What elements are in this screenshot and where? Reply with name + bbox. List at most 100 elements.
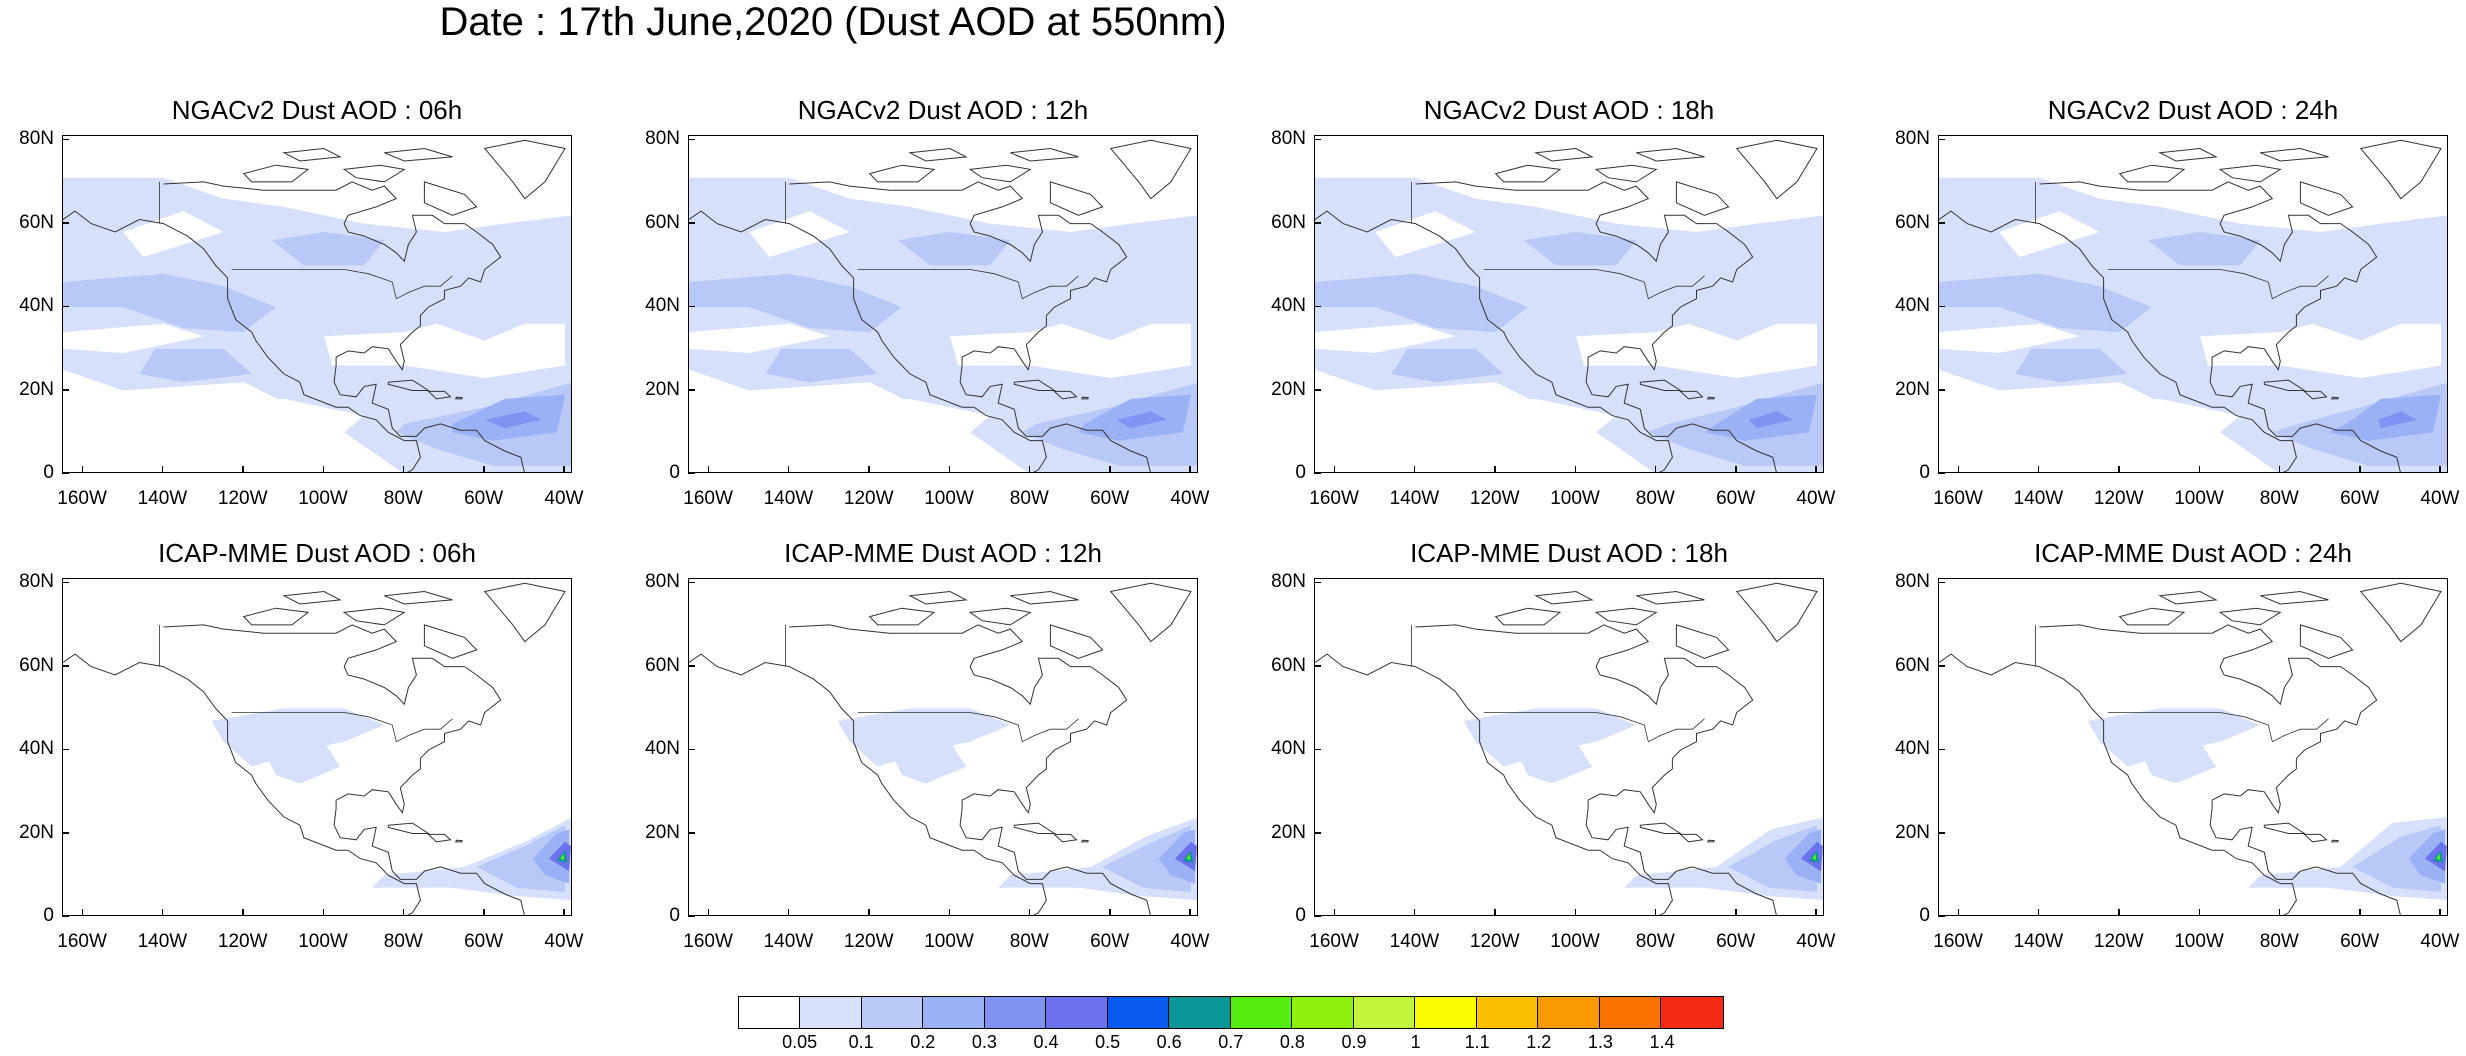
longitude-tick [787,909,790,916]
latitude-label: 80N [1895,128,1930,150]
latitude-label: 40N [645,738,680,760]
colorbar-swatch [1661,997,1723,1028]
longitude-tick [1735,466,1737,473]
longitude-tick [2359,466,2361,473]
latitude-label: 60N [1271,654,1306,676]
latitude-label: 80N [1271,128,1306,150]
map-panel [1314,135,1824,473]
longitude-label: 60W [2340,931,2380,952]
colorbar-label: 0.4 [1033,1032,1059,1052]
longitude-tick [787,466,790,473]
longitude-tick [161,909,164,916]
latitude-label: 0 [669,462,680,483]
latitude-tick [1314,748,1321,751]
coastlines [63,582,566,915]
longitude-label: 100W [298,931,348,952]
dust-aod-shading [1939,177,2447,472]
longitude-tick [1494,909,1496,916]
longitude-tick [2037,466,2040,473]
latitude-tick [1314,472,1321,474]
latitude-label: 20N [19,378,54,400]
longitude-tick [1494,466,1496,473]
longitude-label: 40W [1170,931,1210,952]
latitude-label: 20N [645,378,680,400]
longitude-label: 80W [2259,488,2299,509]
colorbar-label: 1.4 [1649,1032,1675,1052]
longitude-tick [1815,466,1817,473]
colorbar-swatch [1476,997,1539,1028]
longitude-label: 140W [1389,931,1440,952]
panel-title: NGACv2 Dust AOD : 18h [1423,95,1715,125]
latitude-tick [1938,472,1945,474]
latitude-label: 0 [1295,462,1306,483]
latitude-tick [1938,138,1945,141]
latitude-label: 80N [1271,571,1306,593]
longitude-label: 120W [1469,488,1520,509]
latitude-label: 80N [645,128,680,150]
longitude-label: 60W [464,931,504,952]
latitude-tick [1314,665,1321,667]
latitude-tick [688,665,695,667]
latitude-tick [62,915,69,917]
latitude-tick [1938,665,1945,667]
latitude-tick [1938,305,1945,308]
longitude-tick [1189,466,1191,473]
longitude-label: 40W [2420,488,2460,509]
coastlines [1315,139,1818,472]
longitude-tick [1654,909,1657,916]
colorbar-label: 1.2 [1526,1032,1552,1052]
map-panel [1938,578,2448,916]
latitude-label: 0 [1919,462,1930,483]
panel-title: ICAP-MME Dust AOD : 24h [2034,538,2352,568]
longitude-label: 40W [2420,931,2460,952]
map-panel [1314,578,1824,916]
latitude-tick [1938,915,1945,917]
latitude-label: 60N [1895,211,1930,233]
longitude-label: 160W [57,488,107,509]
coastlines [689,582,1192,915]
latitude-label: 0 [43,462,54,483]
latitude-tick [1314,832,1321,834]
longitude-tick [563,909,565,916]
coastlines [1939,139,2442,472]
longitude-tick [948,909,951,916]
colorbar-swatch [1599,997,1662,1028]
longitude-label: 120W [217,488,268,509]
longitude-tick [1333,466,1336,473]
colorbar-label: 0.6 [1156,1032,1182,1052]
longitude-tick [483,466,485,473]
longitude-label: 100W [1550,931,1600,952]
longitude-label: 80W [1635,931,1675,952]
longitude-label: 140W [763,931,814,952]
latitude-label: 40N [1271,295,1306,317]
longitude-label: 40W [1170,488,1210,509]
longitude-label: 100W [2174,931,2224,952]
panel-title: ICAP-MME Dust AOD : 12h [784,538,1102,568]
colorbar-swatch [923,997,985,1028]
longitude-label: 160W [57,931,107,952]
latitude-label: 20N [1271,378,1306,400]
latitude-tick [1938,832,1945,834]
longitude-tick [1957,466,1960,473]
latitude-label: 60N [1895,654,1930,676]
coastlines [1315,582,1818,915]
longitude-tick [1574,909,1577,916]
longitude-tick [2359,909,2361,916]
latitude-tick [62,305,69,308]
dust-aod-shading [211,708,571,901]
latitude-label: 0 [1919,905,1930,926]
longitude-label: 100W [924,488,974,509]
latitude-label: 40N [1895,295,1930,317]
longitude-tick [1333,909,1336,916]
latitude-label: 40N [19,738,54,760]
longitude-tick [1109,466,1111,473]
longitude-tick [81,909,84,916]
colorbar-swatch [1107,997,1170,1028]
colorbar-swatch [1169,997,1231,1028]
longitude-tick [2278,909,2281,916]
longitude-label: 140W [2013,931,2064,952]
longitude-tick [402,909,405,916]
latitude-label: 60N [19,654,54,676]
latitude-tick [1314,138,1321,141]
latitude-tick [688,389,695,391]
